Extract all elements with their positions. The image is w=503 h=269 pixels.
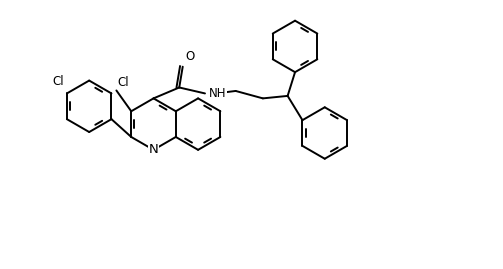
Text: Cl: Cl	[53, 76, 64, 89]
Text: Cl: Cl	[117, 76, 129, 90]
Text: NH: NH	[208, 87, 226, 100]
Text: N: N	[149, 143, 158, 156]
Text: O: O	[185, 50, 195, 63]
